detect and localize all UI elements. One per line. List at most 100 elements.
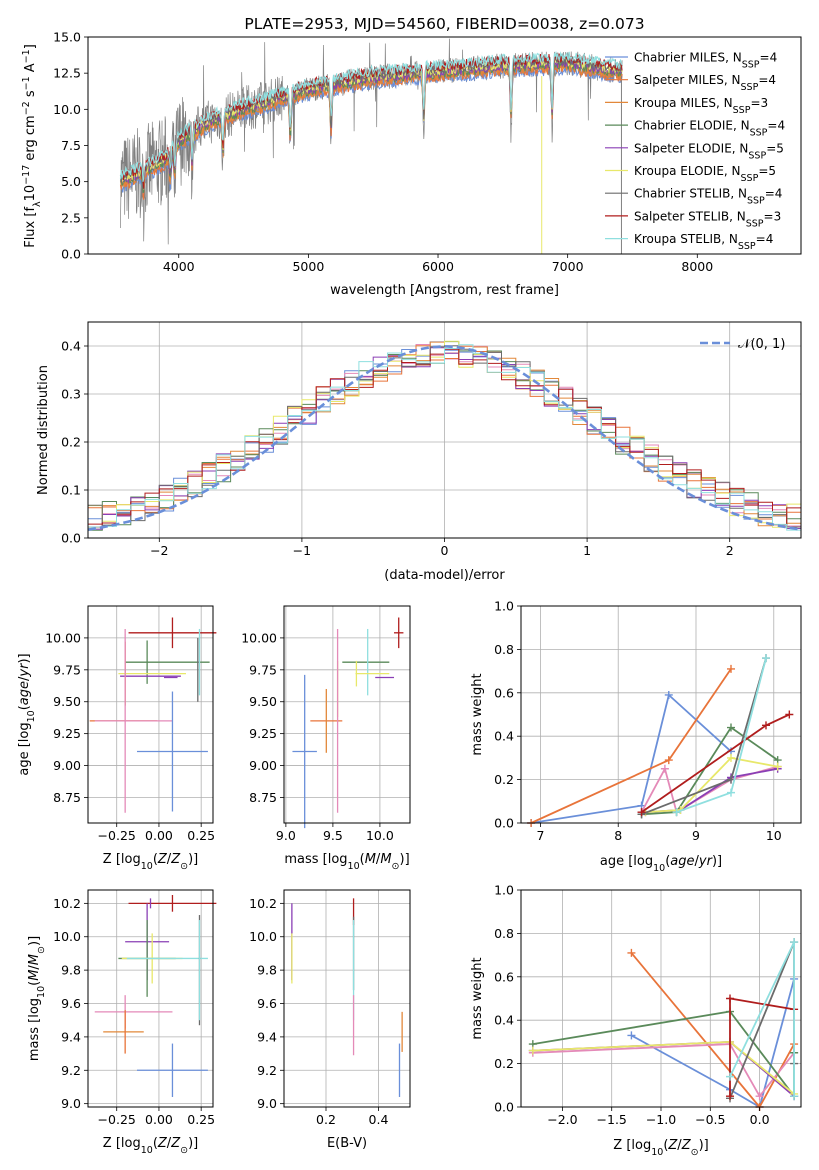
age-vs-mass-tick-label-y: 9.50	[249, 694, 277, 709]
mass-vs-z-tick-label-x: 0.25	[187, 1112, 215, 1127]
spectrum-tick-label-y: 15.0	[53, 30, 81, 45]
massweight-vs-z-tick-label-y: 0.4	[494, 1013, 514, 1028]
age-vs-mass-tick-label-y: 10.00	[241, 630, 277, 645]
spectrum-legend-label: Kroupa STELIB, NSSP=4	[634, 232, 773, 252]
residuals-tick-label-y: 0.1	[61, 483, 81, 498]
spectrum-tick-label-x: 7000	[552, 259, 584, 274]
mass-vs-z-tick-label-y: 9.2	[61, 1063, 81, 1078]
mass-vs-z-tick-label-y: 9.8	[61, 963, 81, 978]
massweight-vs-z-tick-label-y: 0.0	[494, 1100, 514, 1115]
massweight-vs-z-tick-label-y: 1.0	[494, 883, 514, 898]
mass-vs-ebv-tick-label-y: 10.2	[249, 896, 277, 911]
residuals-tick-label-x: 1	[583, 543, 591, 558]
age-vs-mass-panel: 9.0 9.5 10.0 8.75 9.00 9.25 9.50 9.75 10.00 mass …	[241, 605, 411, 872]
massweight-vs-z-xlabel: Z [log10(Z/Z⊙)]	[613, 1138, 708, 1158]
mass-vs-z-xlabel: Z [log10(Z/Z⊙)]	[103, 1136, 198, 1156]
spectrum-tick-label-y: 12.5	[53, 66, 81, 81]
spectrum-legend-label: Chabrier MILES, NSSP=4	[634, 51, 777, 71]
mass-vs-z-tick-label-x: −0.25	[98, 1112, 136, 1127]
massweight-vs-z-point-marker	[627, 1031, 636, 1040]
age-vs-mass-xlabel: mass [log10(M/M⊙)]	[284, 852, 409, 872]
residuals-normal-curve	[88, 345, 801, 531]
residuals-panel: −2 −1 0 1 2 0.0 0.1 0.2 0.3 0.4 (data-model)/error…	[36, 321, 802, 583]
massweight-vs-age-point-marker	[637, 808, 646, 817]
age-vs-mass-tick-label-y: 9.25	[249, 726, 277, 741]
age-vs-z-frame	[87, 605, 214, 824]
massweight-vs-age-tick-label-y: 0.2	[494, 772, 514, 787]
age-vs-mass-frame	[283, 605, 411, 824]
spectrum-tick-label-y: 7.5	[61, 138, 81, 153]
spectrum-legend-label: Kroupa ELODIE, NSSP=5	[634, 164, 776, 184]
mass-vs-ebv-panel: 0.2 0.4 9.0 9.2 9.4 9.6 9.8 10.0 10.2	[249, 889, 411, 1127]
age-vs-z-tick-label-y: 9.50	[53, 694, 81, 709]
massweight-vs-z-tick-label-x: −0.5	[695, 1112, 725, 1127]
residuals-tick-label-y: 0.2	[61, 435, 81, 450]
age-vs-mass-tick-label-x: 10.0	[366, 828, 394, 843]
massweight-vs-z-panel: −2.0 −1.5 −1.0 −0.5 0.0 0.0 0.2 0.4 0.6 0.8 1.0 Z […	[470, 883, 802, 1158]
age-vs-z-tick-label-x: 0.25	[187, 828, 215, 843]
residuals-xlabel: (data-model)/error	[384, 568, 505, 583]
massweight-vs-age-tick-label-x: 7	[536, 828, 544, 843]
massweight-vs-age-frame	[520, 605, 802, 824]
massweight-vs-age-point-marker	[762, 654, 770, 663]
mass-vs-z-tick-label-x: 0.00	[145, 1112, 173, 1127]
massweight-vs-z-series	[726, 938, 799, 1101]
mass-vs-ebv-tick-label-y: 9.4	[257, 1029, 277, 1044]
massweight-vs-age-tick-label-x: 9	[692, 828, 700, 843]
massweight-vs-z-tick-label-x: −1.5	[597, 1112, 627, 1127]
residuals-legend-label: 𝒩(0, 1)	[738, 337, 785, 352]
age-vs-mass-tick-label-y: 9.75	[249, 662, 277, 677]
spectrum-ylabel: Flux [fλ10−17 erg cm−2 s−1 A−1]	[21, 44, 43, 248]
age-vs-z-errorbar	[136, 691, 208, 812]
massweight-vs-age-tick-label-x: 8	[614, 828, 622, 843]
massweight-vs-age-series	[672, 654, 770, 817]
massweight-vs-age-point-marker	[773, 762, 782, 771]
massweight-vs-age-tick-label-x: 10	[766, 828, 782, 843]
spectrum-tick-label-y: 0.0	[61, 247, 81, 262]
residuals-tick-label-x: −2	[150, 543, 168, 558]
age-vs-z-ylabel: age [log10(age/yr)]	[17, 653, 37, 775]
mass-vs-ebv-tick-label-y: 9.0	[257, 1096, 277, 1111]
mass-vs-z-frame	[87, 889, 214, 1108]
mass-vs-ebv-tick-label-y: 9.6	[257, 996, 277, 1011]
massweight-vs-age-point-marker	[762, 721, 770, 730]
mass-vs-z-tick-label-y: 10.2	[53, 896, 81, 911]
spectrum-tick-label-x: 6000	[422, 259, 454, 274]
residuals-tick-label-y: 0.3	[61, 387, 81, 402]
residuals-histogram-step	[88, 345, 801, 528]
residuals-tick-label-y: 0.4	[61, 339, 81, 354]
spectrum-legend-label: Kroupa MILES, NSSP=3	[634, 96, 768, 116]
massweight-vs-z-series	[726, 994, 799, 1101]
spectrum-legend-label: Salpeter STELIB, NSSP=3	[634, 209, 781, 229]
massweight-vs-age-point-marker	[664, 756, 673, 765]
age-vs-z-tick-label-y: 9.00	[53, 758, 81, 773]
mass-vs-z-errorbar	[136, 1043, 208, 1097]
age-vs-mass-tick-label-x: 9.0	[276, 828, 296, 843]
age-vs-z-tick-label-x: 0.00	[145, 828, 173, 843]
spectrum-title: PLATE=2953, MJD=54560, FIBERID=0038, z=0…	[244, 15, 644, 33]
massweight-vs-z-tick-label-x: 0.0	[750, 1112, 770, 1127]
massweight-vs-age-tick-label-y: 1.0	[494, 599, 514, 614]
massweight-vs-z-point-marker	[755, 1092, 764, 1101]
massweight-vs-z-point-marker	[726, 1072, 735, 1081]
massweight-vs-z-point-marker	[726, 1092, 735, 1101]
spectrum-tick-label-y: 5.0	[61, 174, 81, 189]
mass-vs-z-ylabel: mass [log10(M/M⊙)]	[27, 936, 47, 1061]
mass-vs-ebv-tick-label-y: 10.0	[249, 929, 277, 944]
spectrum-legend-label: Chabrier STELIB, NSSP=4	[634, 187, 782, 207]
massweight-vs-age-ylabel: mass weight	[470, 673, 485, 755]
age-vs-z-errorbar	[128, 617, 217, 649]
age-vs-mass-tick-label-y: 8.75	[249, 790, 277, 805]
residuals-tick-label-y: 0.0	[61, 531, 81, 546]
mass-vs-ebv-tick-label-x: 0.4	[369, 1112, 389, 1127]
massweight-vs-age-series	[637, 710, 794, 817]
massweight-vs-age-point-marker	[660, 764, 669, 773]
massweight-vs-z-tick-label-x: −2.0	[547, 1112, 577, 1127]
spectrum-panel: PLATE=2953, MJD=54560, FIBERID=0038, z=0…	[21, 15, 802, 298]
age-vs-z-tick-label-x: −0.25	[98, 828, 136, 843]
spectrum-tick-label-x: 4000	[163, 259, 195, 274]
spectrum-tick-label-y: 2.5	[61, 210, 81, 225]
mass-vs-z-tick-label-y: 9.6	[61, 996, 81, 1011]
age-vs-z-tick-label-y: 8.75	[53, 790, 81, 805]
age-vs-mass-errorbar	[394, 617, 404, 649]
